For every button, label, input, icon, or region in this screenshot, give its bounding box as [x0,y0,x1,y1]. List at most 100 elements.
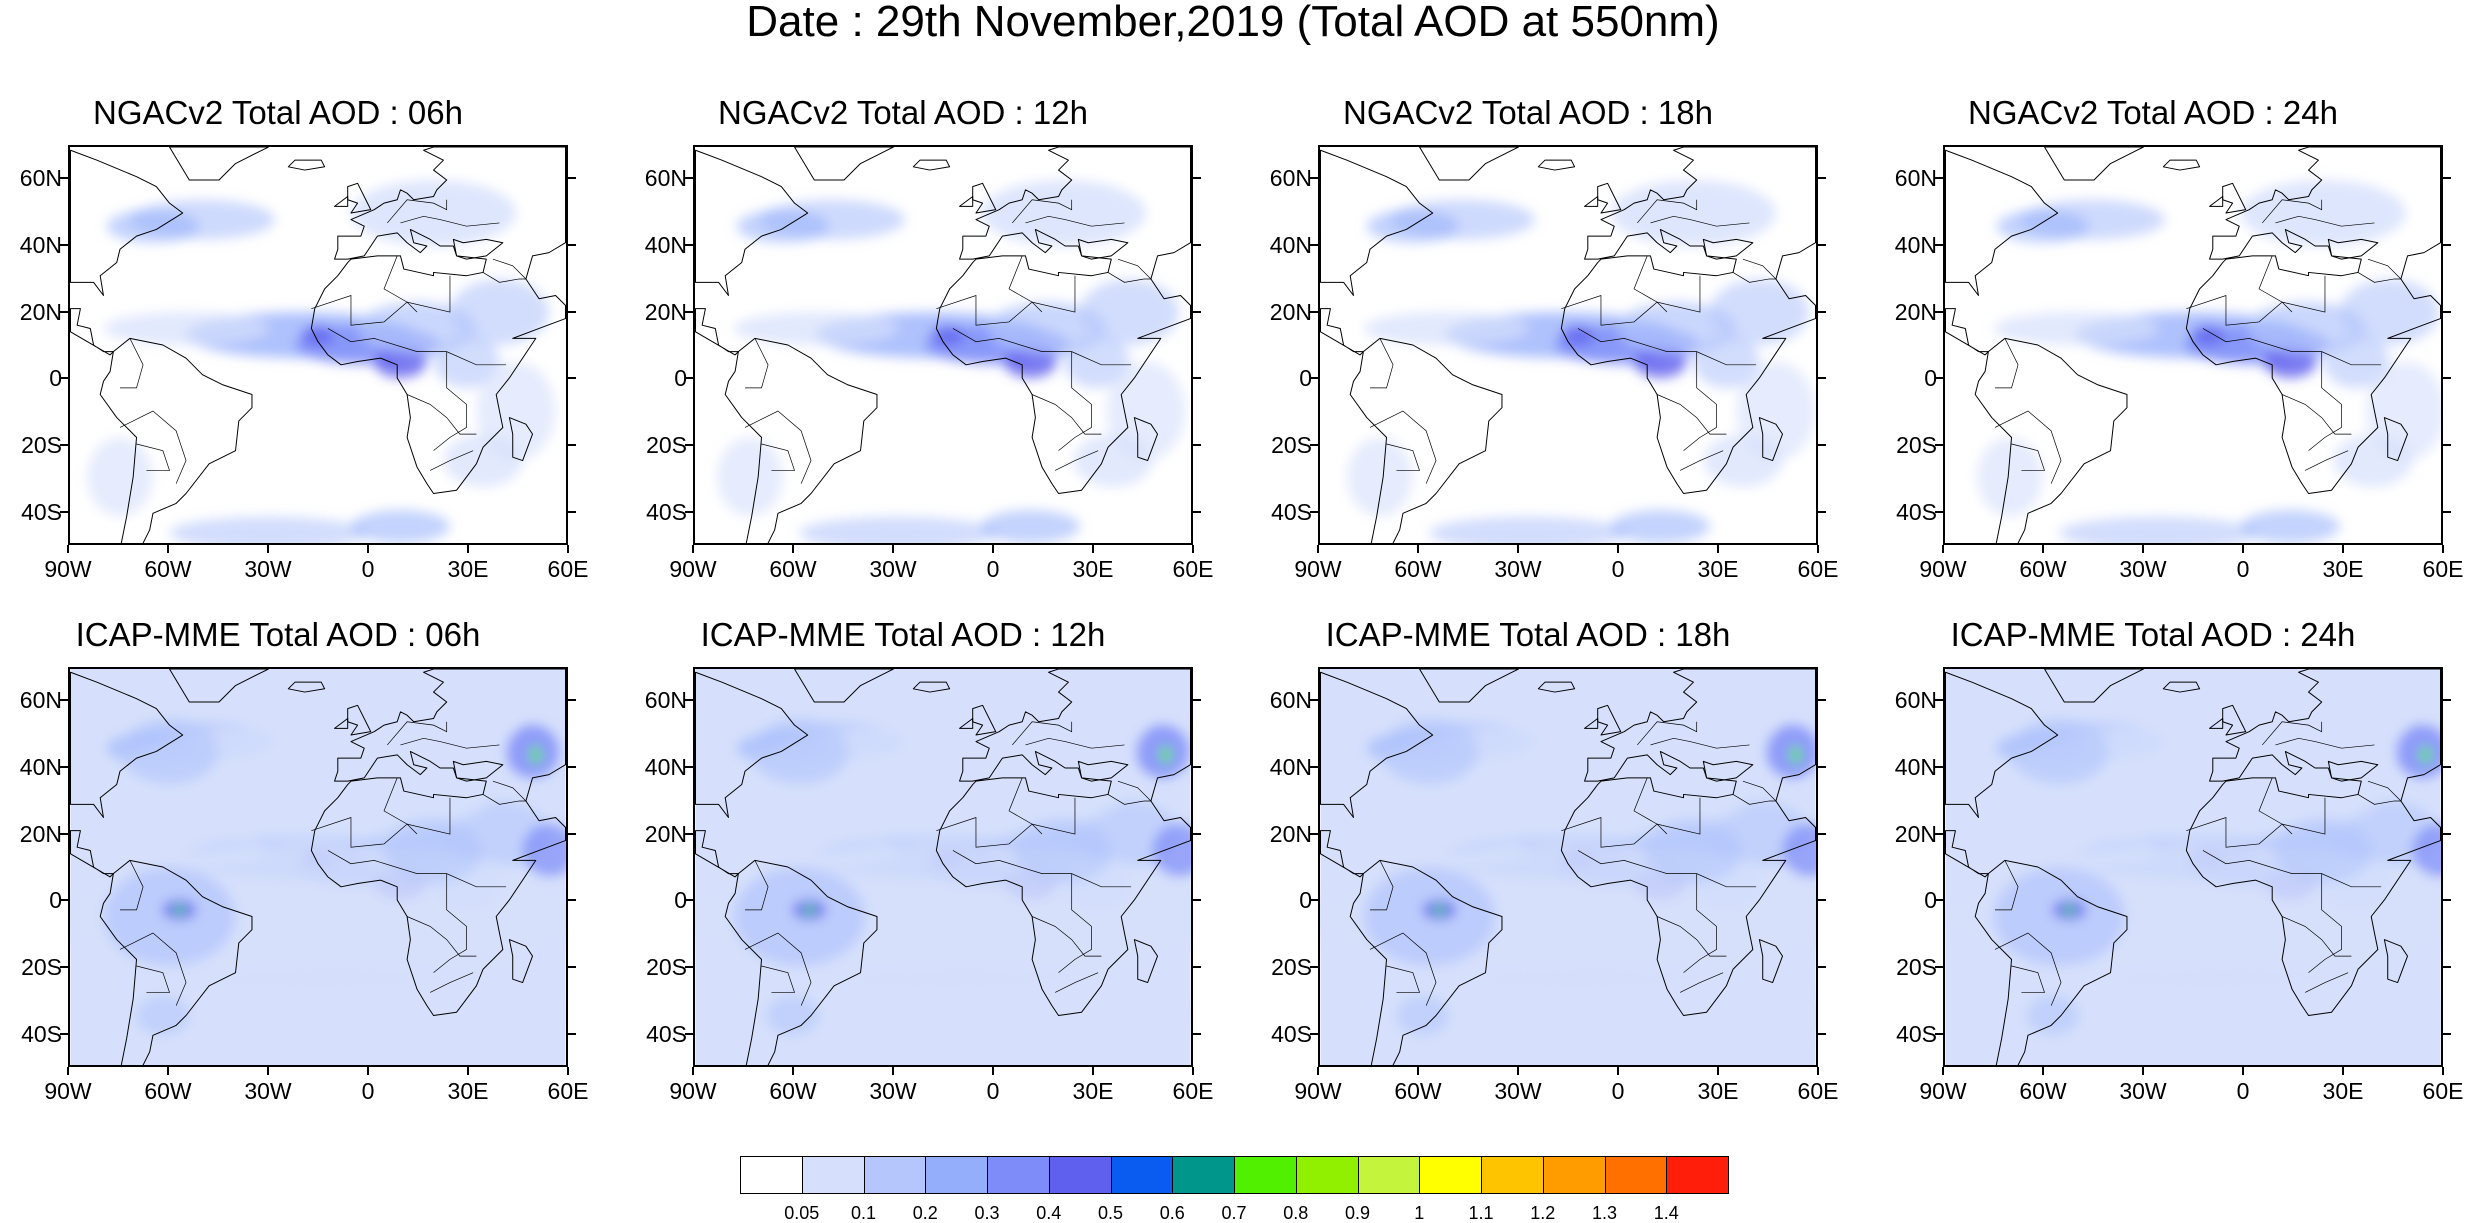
lat-tick-mark [1193,177,1201,180]
country-border [1561,797,1701,848]
country-border [1680,972,1724,993]
lon-tick-mark [892,545,894,553]
country-border [136,443,170,471]
lat-tick-label: 40S [646,498,687,525]
aod-patch [1106,361,1186,461]
lon-tick-mark [1617,545,1619,553]
country-border [119,338,144,389]
coastline [695,830,739,878]
map-plot [1320,669,1816,1065]
map-frame [1318,145,1818,545]
country-border [1369,410,1437,484]
aod-patch [530,746,541,764]
aod-patch [1434,905,1445,914]
coastline [1945,149,2059,296]
lon-tick-label: 0 [1611,1078,1625,1104]
lon-tick-mark [1517,1067,1519,1075]
country-border [492,780,527,802]
country-border [2186,275,2326,326]
country-border [1107,272,1151,283]
country-border [1058,873,1092,973]
colorbar-swatch [1234,1156,1297,1194]
aod-patch [1561,325,1595,345]
lon-tick-mark [692,1067,694,1075]
lon-tick-label: 30W [869,556,917,582]
lat-tick-label: 40N [19,754,62,780]
country-border [2258,777,2293,835]
lat-tick-mark [1310,444,1318,446]
lat-tick-mark [2443,832,2451,835]
lat-tick-mark [1193,444,1201,446]
lon-tick-label: 90W [669,1078,717,1104]
lat-tick-mark [1193,766,1201,768]
country-border [1633,255,1668,313]
aod-patch [174,905,185,914]
country-border [400,215,500,227]
lat-tick-mark [2443,899,2451,902]
lat-tick-label: 0 [1924,887,1937,914]
country-border [761,443,795,471]
colorbar-label: 1.1 [1468,1203,1494,1223]
lat-tick-mark [1935,899,1943,902]
colorbar-swatch [1048,1156,1112,1194]
country-border [1637,721,1698,746]
coastline [972,704,997,736]
coastline [794,669,894,703]
aod-patch [1766,725,1816,778]
coastline [287,159,326,171]
lon-tick-mark [467,545,469,553]
lat-tick-mark [60,310,68,313]
aod-patch [2323,335,2390,388]
lat-tick-mark [568,699,576,702]
lon-tick-label: 30W [2119,556,2167,582]
map-panel: ICAP-MME Total AOD : 12h 60N 40N 20N 0 20S 40S… [623,617,1214,1137]
aod-patch [2191,325,2225,345]
coastline [724,859,878,1065]
lon-tick-label: 90W [1294,556,1342,582]
aod-field [695,702,1191,1065]
country-border [383,255,418,313]
country-border [482,272,526,283]
coastline [1320,830,1364,878]
country-border [1742,780,1777,802]
lat-tick-mark [1818,244,1826,246]
coastline [1945,830,1989,878]
aod-patch [87,437,153,517]
coastline [1320,149,1434,296]
lat-tick-label: 40S [1896,498,1937,525]
lat-tick-mark [60,766,68,768]
country-border [2305,972,2349,993]
coastline [1945,671,2059,818]
country-border [1732,272,1776,283]
country-border [1117,258,1152,280]
country-border [2357,794,2401,805]
lat-tick-label: 20S [646,954,687,980]
country-border [1031,916,1102,957]
coastline [2383,939,2409,984]
lon-tick-mark [1192,1067,1194,1075]
country-border [744,932,812,1006]
map-panel: NGACv2 Total AOD : 12h 60N 40N 20N 0 20S 40S 90… [623,95,1214,615]
country-border [1995,860,2019,911]
aod-patch [1709,279,1809,345]
aod-patch [351,180,516,246]
coastline [695,149,809,296]
coastline [508,939,534,984]
lon-tick-mark [1717,1067,1719,1075]
aod-patch [2273,817,2373,884]
coastline [1974,337,2128,543]
aod-patch [169,516,368,543]
country-border [1369,932,1437,1006]
coastline [1537,681,1576,693]
lat-tick-mark [2443,1032,2451,1035]
coastline [2327,760,2379,782]
coastline [1133,417,1159,462]
map-panel: NGACv2 Total AOD : 18h 60N 40N 20N 0 20S 40S 90… [1248,95,1839,615]
lat-tick-mark [568,966,576,968]
coastline [2044,147,2144,181]
lon-tick-label: 60E [547,556,589,582]
country-border [387,199,448,224]
lon-tick-mark [2042,545,2044,553]
lon-tick-label: 60W [2019,1078,2067,1104]
